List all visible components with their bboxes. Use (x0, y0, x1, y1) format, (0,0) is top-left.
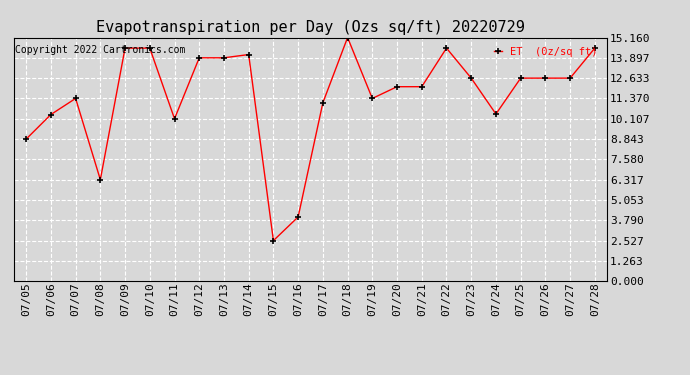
ET  (0z/sq ft) (591, 46, 599, 50)
ET  (0z/sq ft) (393, 84, 401, 89)
ET  (0z/sq ft) (467, 76, 475, 80)
ET  (0z/sq ft) (96, 177, 104, 182)
ET  (0z/sq ft) (344, 35, 352, 40)
ET  (0z/sq ft) (517, 76, 525, 80)
Title: Evapotranspiration per Day (Ozs sq/ft) 20220729: Evapotranspiration per Day (Ozs sq/ft) 2… (96, 20, 525, 35)
ET  (0z/sq ft) (492, 112, 500, 116)
ET  (0z/sq ft) (417, 84, 426, 89)
ET  (0z/sq ft) (47, 112, 55, 117)
ET  (0z/sq ft) (220, 56, 228, 60)
ET  (0z/sq ft) (72, 96, 80, 101)
ET  (0z/sq ft) (121, 46, 129, 50)
ET  (0z/sq ft) (368, 96, 377, 101)
Text: Copyright 2022 Cartronics.com: Copyright 2022 Cartronics.com (15, 45, 186, 55)
ET  (0z/sq ft) (566, 76, 574, 80)
ET  (0z/sq ft) (541, 76, 549, 80)
ET  (0z/sq ft) (244, 52, 253, 57)
ET  (0z/sq ft) (269, 238, 277, 243)
ET  (0z/sq ft) (319, 100, 327, 105)
Line: ET  (0z/sq ft): ET (0z/sq ft) (23, 34, 598, 244)
ET  (0z/sq ft) (294, 214, 302, 219)
Legend: ET  (0z/sq ft): ET (0z/sq ft) (489, 43, 602, 61)
ET  (0z/sq ft) (195, 56, 204, 60)
ET  (0z/sq ft) (170, 117, 179, 121)
ET  (0z/sq ft) (442, 46, 451, 50)
ET  (0z/sq ft) (146, 46, 154, 50)
ET  (0z/sq ft) (22, 137, 30, 141)
